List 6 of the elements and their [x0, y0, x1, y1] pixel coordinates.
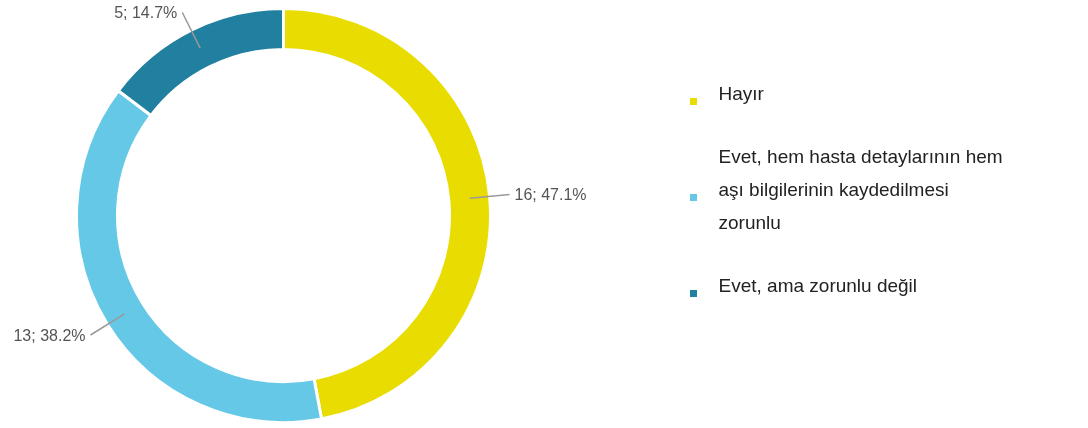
legend-label: Hayır: [718, 83, 765, 104]
data-label: 5; 14.7%: [114, 4, 178, 21]
legend-label: Evet, hem hasta detaylarının hem aşı bilgilerinin kaydedilmesi zorunlu: [718, 146, 1003, 233]
data-label: 16; 47.1%: [514, 186, 587, 204]
data-label: 13; 38.2%: [13, 326, 86, 344]
legend-label: Evet, ama zorunlu değil: [718, 275, 918, 296]
